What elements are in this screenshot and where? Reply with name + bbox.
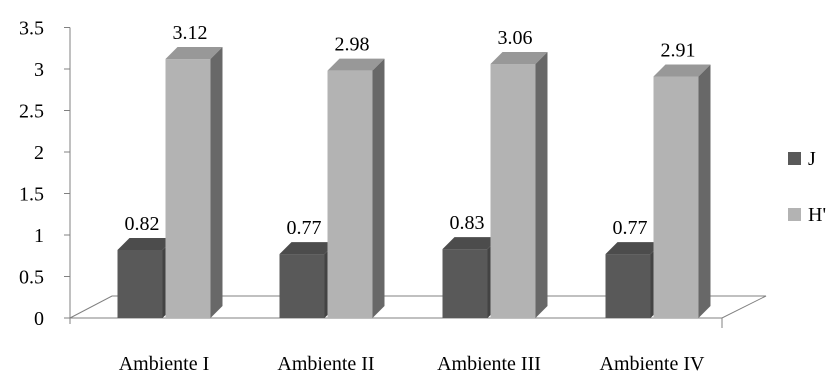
bar-front: [442, 249, 488, 318]
plot-area: 0.82 3.12 Ambiente I 0.77 2.98 Ambiente II 0.8…: [117, 22, 711, 375]
bar-side: [698, 64, 711, 318]
bar-front: [605, 254, 651, 318]
bar-top: [653, 64, 711, 77]
bar-front: [165, 59, 211, 318]
y-tick-label: 2.5: [19, 101, 44, 123]
x-tick-label: Ambiente III: [437, 353, 541, 375]
y-tick-label: 1: [34, 225, 44, 247]
bar-front: [279, 254, 325, 318]
data-label: 0.77: [287, 217, 322, 239]
bar-front: [490, 64, 536, 319]
data-label: 0.77: [613, 217, 648, 239]
y-tick-label: 2: [34, 142, 44, 164]
bar-side: [210, 47, 223, 318]
data-label: 2.98: [335, 34, 370, 56]
bar-front: [653, 76, 699, 318]
bar-h: [653, 64, 711, 318]
bar-top: [605, 242, 663, 255]
x-tick-label: Ambiente I: [119, 353, 210, 375]
x-tick-label: Ambiente II: [277, 353, 374, 375]
bar-j: [605, 242, 663, 318]
legend-label: J: [808, 148, 816, 170]
bar-top: [327, 58, 385, 71]
bar-side: [535, 52, 548, 319]
data-label: 3.12: [173, 22, 208, 44]
bar-top: [442, 237, 500, 250]
y-tick-label: 1.5: [19, 184, 44, 206]
bar-h: [327, 58, 385, 318]
bar-front: [117, 249, 163, 318]
y-axis: 0 0.5 1 1.5 2 2.5 3 3.5: [19, 18, 71, 330]
y-tick-label: 0: [34, 308, 44, 330]
bar-h: [165, 47, 223, 318]
bar-top: [279, 242, 337, 255]
bar-top: [490, 52, 548, 65]
legend-swatch: [788, 208, 801, 221]
y-tick-label: 3: [34, 59, 44, 81]
y-tick-label: 0.5: [19, 267, 44, 289]
bar-top: [165, 47, 223, 60]
legend-swatch: [788, 152, 801, 165]
x-tick-label: Ambiente IV: [600, 353, 706, 375]
legend-label: H': [808, 204, 826, 226]
data-label: 0.82: [125, 213, 160, 235]
y-tick-label: 3.5: [19, 18, 44, 40]
legend: J H': [788, 148, 826, 226]
data-label: 0.83: [450, 212, 485, 234]
bar-side: [372, 58, 385, 318]
data-label: 2.91: [661, 39, 696, 61]
bar-h: [490, 52, 548, 319]
bar-front: [327, 70, 373, 318]
bar-top: [117, 237, 175, 250]
data-label: 3.06: [498, 27, 533, 49]
